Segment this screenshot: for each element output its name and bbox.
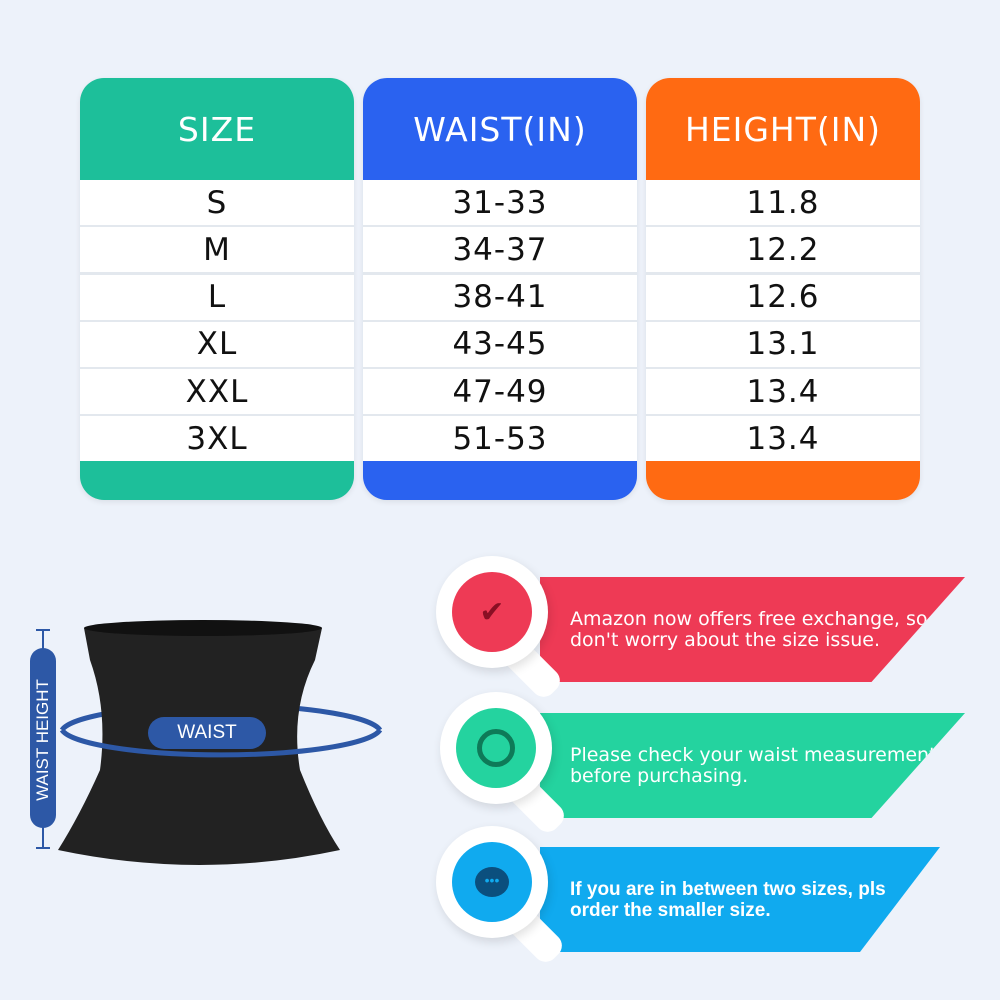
waist-trainer-image xyxy=(30,620,383,865)
height-column: HEIGHT(IN) 11.8 12.2 12.6 13.1 13.4 13.4 xyxy=(646,78,920,500)
table-cell: 3XL xyxy=(80,416,354,462)
clock-icon xyxy=(477,729,515,767)
table-cell: 13.4 xyxy=(646,416,920,462)
table-cell: XL xyxy=(80,321,354,367)
table-cell: 13.1 xyxy=(646,321,920,367)
tip-text: If you are in between two sizes, pls ord… xyxy=(570,878,886,921)
lightbulb-check-icon: ✔ xyxy=(479,595,505,629)
tip-banner-exchange: Amazon now offers free exchange, so don'… xyxy=(540,577,965,682)
table-cell: 34-37 xyxy=(363,227,637,273)
tip-icon-circle xyxy=(440,692,552,804)
table-cell: 13.4 xyxy=(646,369,920,415)
table-cell: L xyxy=(80,274,354,320)
waist-label: WAIST xyxy=(177,722,237,743)
tip-text: Amazon now offers free exchange, so don'… xyxy=(570,607,928,651)
column-header: SIZE xyxy=(177,109,257,149)
column-header: HEIGHT(IN) xyxy=(684,109,882,149)
size-column: SIZE S M L XL XXL 3XL xyxy=(80,78,354,500)
table-cell: S xyxy=(80,180,354,225)
waist-column: WAIST(IN) 31-33 34-37 38-41 43-45 47-49 … xyxy=(363,78,637,500)
table-cell: 47-49 xyxy=(363,369,637,415)
tip-icon-circle: ✔ xyxy=(436,556,548,668)
table-cell: 12.6 xyxy=(646,274,920,320)
table-cell: 12.2 xyxy=(646,227,920,273)
column-header: WAIST(IN) xyxy=(413,109,587,149)
table-cell: 38-41 xyxy=(363,274,637,320)
table-cell: 51-53 xyxy=(363,416,637,462)
table-cell: XXL xyxy=(80,369,354,415)
table-cell: 43-45 xyxy=(363,321,637,367)
table-cell: 31-33 xyxy=(363,180,637,225)
tip-text: Please check your waist measurement befo… xyxy=(570,743,937,787)
waist-height-label: WAIST HEIGHT xyxy=(33,679,52,801)
chat-bubble-icon: ••• xyxy=(475,867,509,897)
tip-banner-measure: Please check your waist measurement befo… xyxy=(540,713,965,818)
table-cell: 11.8 xyxy=(646,180,920,225)
tip-banner-size: If you are in between two sizes, pls ord… xyxy=(540,847,940,952)
table-cell: M xyxy=(80,227,354,273)
tip-icon-circle: ••• xyxy=(436,826,548,938)
